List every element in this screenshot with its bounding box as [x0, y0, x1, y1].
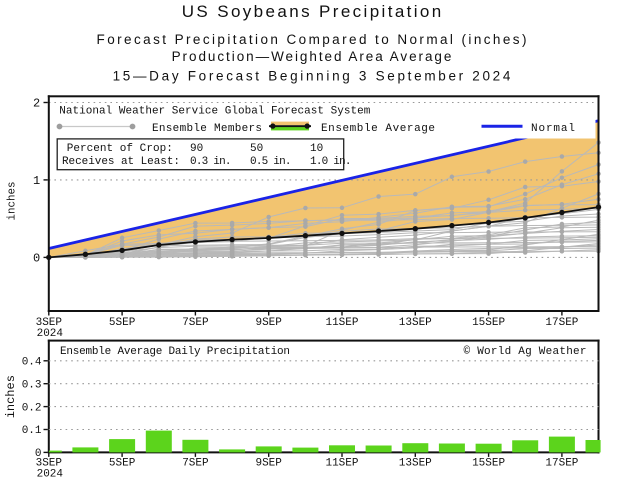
- svg-text:Ensemble Members: Ensemble Members: [152, 123, 262, 135]
- svg-text:inches: inches: [4, 375, 18, 418]
- svg-text:5SEP: 5SEP: [109, 457, 136, 469]
- svg-text:US Soybeans Precipitation: US Soybeans Precipitation: [182, 2, 442, 21]
- svg-text:Percent of Crop:: Percent of Crop:: [67, 143, 173, 155]
- svg-text:13SEP: 13SEP: [399, 457, 432, 469]
- svg-text:1.0 in.: 1.0 in.: [310, 156, 352, 168]
- svg-text:3SEP: 3SEP: [36, 457, 63, 469]
- svg-text:9SEP: 9SEP: [255, 317, 282, 329]
- svg-text:7SEP: 7SEP: [182, 317, 209, 329]
- svg-text:17SEP: 17SEP: [545, 457, 578, 469]
- svg-text:17SEP: 17SEP: [545, 317, 578, 329]
- svg-text:0: 0: [35, 448, 42, 460]
- svg-text:11SEP: 11SEP: [325, 457, 358, 469]
- svg-text:0.2: 0.2: [22, 402, 42, 414]
- svg-text:Production—Weighted Area Avera: Production—Weighted Area Average: [172, 49, 452, 64]
- svg-text:© World Ag Weather: © World Ag Weather: [464, 346, 587, 358]
- svg-text:National Weather Service Globa: National Weather Service Global Forecast…: [59, 106, 370, 118]
- svg-text:0.3: 0.3: [22, 379, 42, 391]
- svg-text:9SEP: 9SEP: [255, 457, 282, 469]
- svg-text:5SEP: 5SEP: [109, 317, 136, 329]
- svg-text:11SEP: 11SEP: [325, 317, 358, 329]
- svg-text:0.3 in.: 0.3 in.: [190, 156, 232, 168]
- svg-text:10: 10: [310, 143, 323, 155]
- svg-text:0: 0: [33, 252, 40, 266]
- svg-text:inches: inches: [7, 182, 19, 221]
- svg-text:Receives at Least:: Receives at Least:: [62, 156, 180, 168]
- svg-text:2024: 2024: [37, 328, 64, 340]
- svg-text:0.1: 0.1: [22, 425, 42, 437]
- svg-text:Ensemble Average Daily Precipi: Ensemble Average Daily Precipitation: [60, 346, 290, 358]
- svg-text:50: 50: [250, 143, 263, 155]
- svg-text:1: 1: [33, 174, 40, 188]
- svg-text:0.4: 0.4: [22, 357, 42, 369]
- svg-text:90: 90: [190, 143, 203, 155]
- svg-text:3SEP: 3SEP: [36, 317, 63, 329]
- svg-text:0.5 in.: 0.5 in.: [250, 156, 292, 168]
- svg-text:15—Day Forecast Beginning 3 Se: 15—Day Forecast Beginning 3 September 20…: [113, 68, 511, 83]
- svg-text:15SEP: 15SEP: [472, 457, 505, 469]
- svg-text:Forecast Precipitation Compare: Forecast Precipitation Compared to Norma…: [97, 32, 527, 47]
- svg-text:13SEP: 13SEP: [399, 317, 432, 329]
- svg-text:Normal: Normal: [531, 123, 575, 135]
- svg-text:15SEP: 15SEP: [472, 317, 505, 329]
- svg-text:2024: 2024: [37, 469, 64, 481]
- svg-text:2: 2: [33, 97, 40, 111]
- svg-text:Ensemble Average: Ensemble Average: [321, 123, 435, 135]
- svg-text:7SEP: 7SEP: [182, 457, 209, 469]
